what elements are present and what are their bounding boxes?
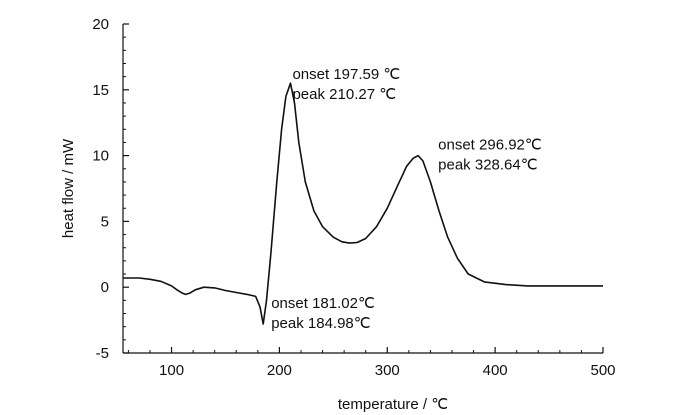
x-axis-title: temperature / ℃ [338,396,448,413]
axes [122,24,603,354]
annotation-0-line-1: peak 210.27 ℃ [292,86,396,103]
annotation-1-line-1: peak 328.64℃ [438,157,537,174]
series-layer [123,82,603,325]
annotation-1-line-0: onset 296.92℃ [438,137,542,154]
x-tick-label: 200 [267,362,292,379]
y-axis-title: heat flow / mW [60,138,77,238]
y-tick-label: -5 [96,345,109,362]
y-tick-label: 5 [101,213,109,230]
y-tick-label: 10 [92,148,109,165]
annotation-0-line-0: onset 197.59 ℃ [292,66,400,83]
x-tick-label: 300 [375,362,400,379]
x-tick-label: 100 [159,362,184,379]
annotation-2-line-0: onset 181.02℃ [271,295,375,312]
ticks: 100 200 300 400 500 -5 0 5 10 15 20 [92,16,615,379]
annotations: onset 197.59 ℃ peak 210.27 ℃ onset 296.92℃… [271,66,542,332]
y-tick-label: 15 [92,82,109,99]
y-tick-label: 0 [101,279,109,296]
y-tick-label: 20 [92,16,109,33]
series-line-0 [123,82,603,325]
x-tick-label: 400 [483,362,508,379]
x-tick-label: 500 [590,362,615,379]
annotation-2-line-1: peak 184.98℃ [271,315,370,332]
